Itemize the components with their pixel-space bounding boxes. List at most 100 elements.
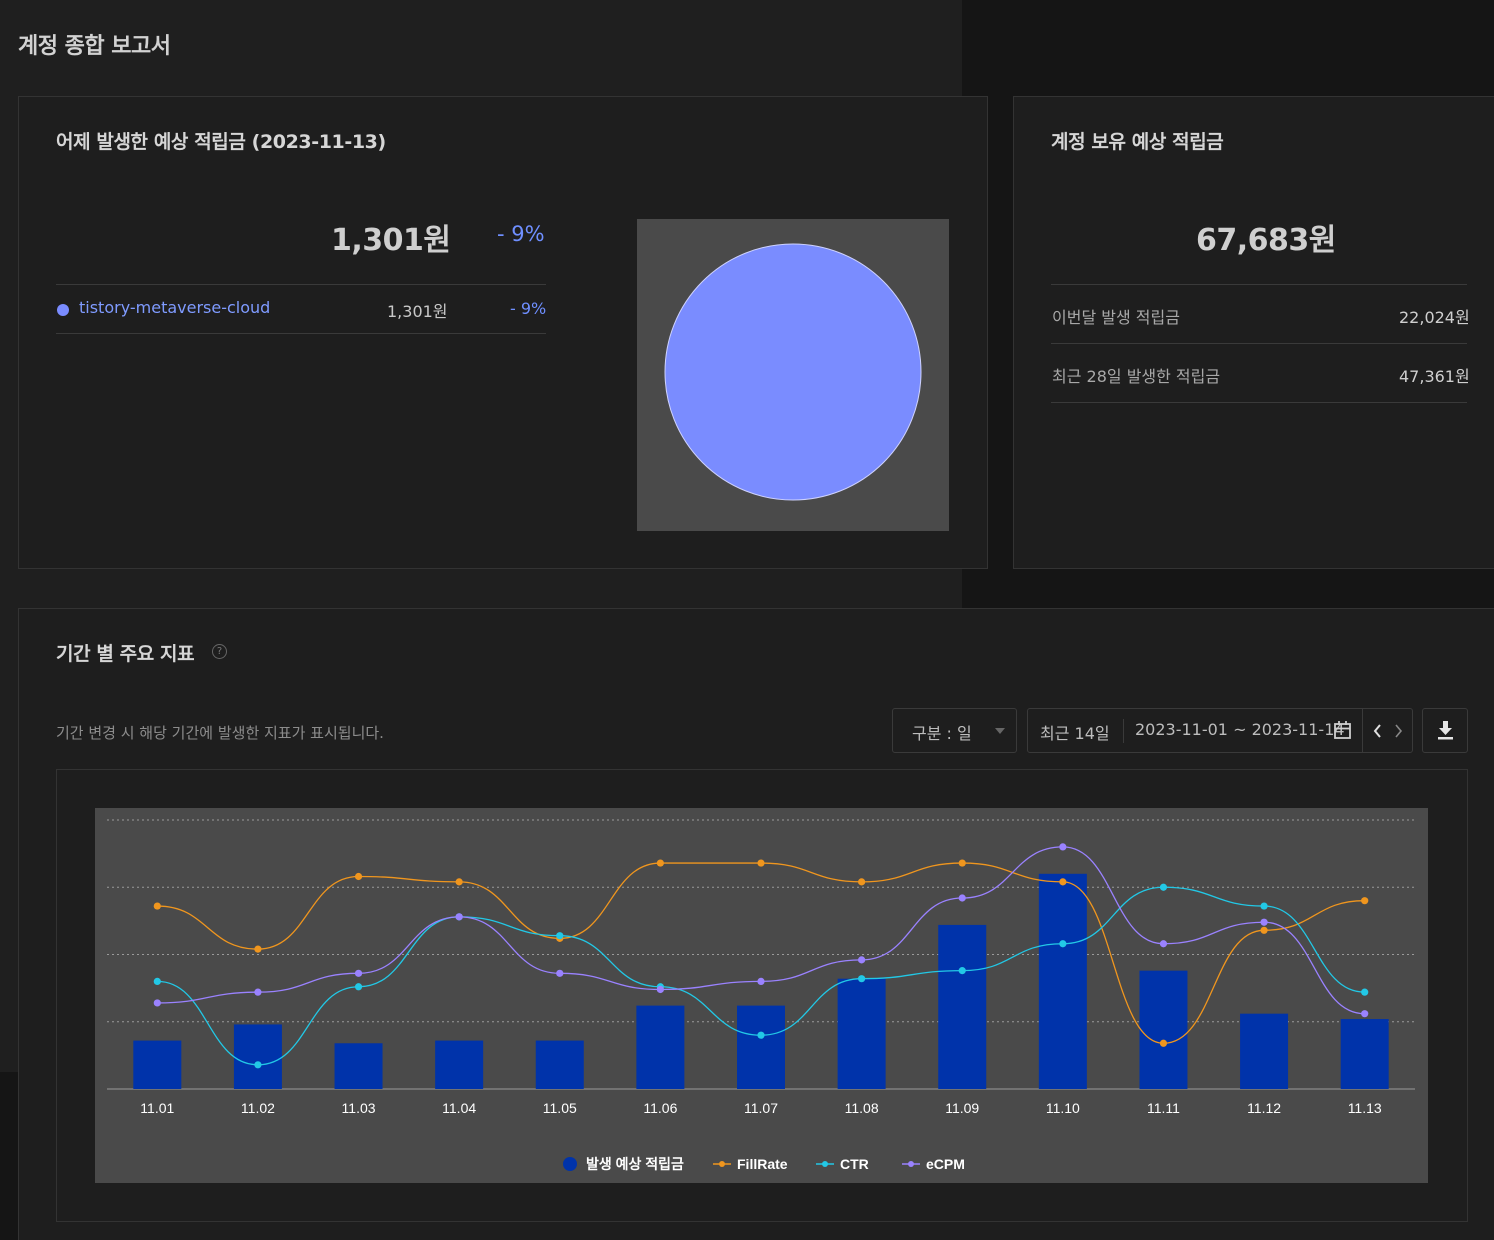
point-ctr-11.12[interactable] [1260,902,1268,910]
period-description: 기간 변경 시 해당 기간에 발생한 지표가 표시됩니다. [56,724,384,742]
legend-label[interactable]: FillRate [737,1156,788,1172]
point-ecpm-11.09[interactable] [958,894,966,902]
x-tick-label: 11.10 [1046,1100,1080,1116]
point-ctr-11.11[interactable] [1159,883,1168,891]
bar-11.13[interactable] [1340,1019,1389,1089]
pie-svg [664,243,922,501]
point-fillrate-11.08[interactable] [858,878,866,886]
point-ecpm-11.12[interactable] [1260,918,1268,926]
legend-label[interactable]: eCPM [926,1156,965,1172]
bar-11.09[interactable] [938,924,987,1089]
point-fillrate-11.12[interactable] [1260,926,1268,934]
yesterday-total-change: - 9% [497,222,545,246]
bar-11.02[interactable] [233,1024,282,1089]
point-fillrate-11.02[interactable] [254,945,262,953]
point-ctr-11.08[interactable] [858,975,866,983]
point-ctr-11.05[interactable] [556,932,564,940]
x-tick-label: 11.12 [1247,1100,1281,1116]
point-ecpm-11.07[interactable] [757,977,765,985]
point-fillrate-11.10[interactable] [1059,878,1067,886]
point-ecpm-11.01[interactable] [153,999,161,1007]
chart-area: 11.01 11.02 11.03 11.04 11.05 11.06 11.07 11.08… [95,808,1428,1183]
download-icon [1438,721,1453,740]
bar-11.07[interactable] [737,1005,785,1089]
pie-chart [637,219,949,531]
divider [56,284,546,285]
account-total-amount: 67,683원 [1196,223,1336,258]
point-ctr-11.01[interactable] [153,977,161,985]
point-ecpm-11.02[interactable] [254,988,262,996]
point-ecpm-11.04[interactable] [455,913,463,921]
chevron-right-icon[interactable] [1394,724,1403,738]
point-fillrate-11.11[interactable] [1159,1039,1168,1047]
bar-11.10[interactable] [1038,873,1087,1089]
question-circle-icon[interactable]: ? [212,644,227,659]
bar-11.08[interactable] [837,978,886,1089]
legend-swatch-dot [822,1161,828,1167]
divider [1123,719,1124,743]
site-color-dot [57,304,69,316]
range-label[interactable]: 최근 14일 [1040,724,1110,743]
x-tick-label: 11.01 [140,1100,174,1116]
bar-11.06[interactable] [636,1005,685,1089]
calendar-icon[interactable] [1334,721,1351,739]
point-ctr-11.02[interactable] [254,1061,262,1069]
x-tick-label: 11.05 [543,1100,577,1116]
x-tick-label: 11.11 [1147,1100,1180,1116]
divider [1051,402,1467,403]
point-ctr-11.10[interactable] [1059,940,1067,948]
unit-select-value: 구분 : 일 [912,724,972,743]
point-ecpm-11.08[interactable] [858,956,866,964]
point-ctr-11.03[interactable] [354,983,363,991]
date-range-value[interactable]: 2023-11-01 ~ 2023-11-14 [1135,720,1345,739]
point-ctr-11.09[interactable] [958,967,966,975]
point-ctr-11.07[interactable] [757,1031,765,1039]
bar-11.12[interactable] [1240,1013,1289,1089]
legend-label[interactable]: CTR [840,1156,869,1172]
account-card-title: 계정 보유 예상 적립금 [1051,131,1224,153]
bar-11.03[interactable] [334,1043,383,1089]
point-ecpm-11.06[interactable] [656,985,664,994]
site-amount: 1,301원 [387,302,448,321]
point-fillrate-11.09[interactable] [958,859,966,867]
chevron-left-icon[interactable] [1373,724,1382,738]
bar-11.04[interactable] [435,1040,484,1089]
chart-frame: 11.01 11.02 11.03 11.04 11.05 11.06 11.07 11.08… [56,769,1468,1222]
divider [56,333,546,334]
point-ecpm-11.05[interactable] [556,969,564,977]
point-ecpm-11.13[interactable] [1361,1010,1369,1018]
legend-label[interactable]: 발생 예상 적립금 [586,1156,684,1172]
point-fillrate-11.13[interactable] [1361,897,1369,905]
period-metrics-card: 기간 별 주요 지표 ? 기간 변경 시 해당 기간에 발생한 지표가 표시됩니… [18,608,1494,1240]
x-tick-label: 11.07 [744,1100,778,1116]
site-name: tistory-metaverse-cloud [79,298,271,317]
bar-11.11[interactable] [1139,970,1188,1089]
point-fillrate-11.06[interactable] [656,859,664,867]
last-28-days-value: 47,361원 [1399,367,1470,386]
x-tick-label: 11.03 [342,1100,376,1116]
point-ctr-11.13[interactable] [1361,988,1369,996]
x-tick-label: 11.04 [442,1100,476,1116]
date-range-picker[interactable]: 최근 14일 2023-11-01 ~ 2023-11-14 [1027,708,1413,753]
point-ecpm-11.03[interactable] [354,969,363,977]
legend-swatch-dot [719,1161,725,1167]
point-fillrate-11.01[interactable] [153,902,161,910]
bar-11.01[interactable] [133,1040,182,1089]
pie-slice-tistory-metaverse-cloud[interactable] [664,243,922,501]
bar-11.05[interactable] [535,1040,584,1089]
point-ecpm-11.10[interactable] [1059,843,1067,851]
point-fillrate-11.07[interactable] [757,859,765,867]
site-change: - 9% [510,299,547,318]
point-fillrate-11.03[interactable] [354,872,363,881]
metrics-combo-chart: 11.01 11.02 11.03 11.04 11.05 11.06 11.07 11.08… [107,819,1415,1172]
divider [1051,343,1467,344]
unit-select[interactable]: 구분 : 일 [892,708,1017,753]
yesterday-total-amount: 1,301원 [331,223,451,258]
point-ecpm-11.11[interactable] [1159,940,1168,948]
x-tick-label: 11.06 [643,1100,677,1116]
this-month-label: 이번달 발생 적립금 [1052,308,1180,327]
point-fillrate-11.04[interactable] [455,878,463,886]
download-button[interactable] [1422,708,1468,753]
legend-swatch-bar [563,1157,577,1171]
caret-down-icon [995,728,1005,734]
